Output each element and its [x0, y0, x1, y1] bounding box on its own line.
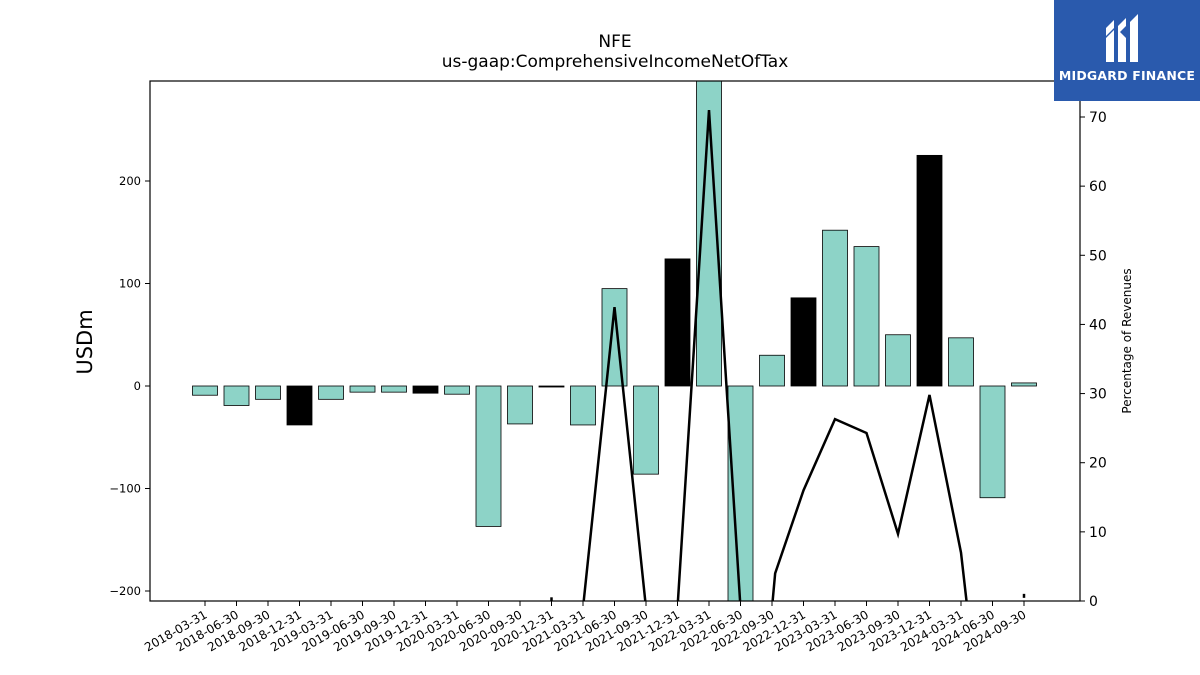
- bar-2023-06-30: [853, 246, 880, 387]
- bar-2019-09-30: [381, 385, 407, 393]
- brand-name: MIDGARD FINANCE: [1058, 68, 1196, 83]
- bar-2021-09-30: [633, 385, 659, 475]
- bar-2021-06-30: [601, 288, 628, 387]
- bar-2020-03-31: [444, 385, 470, 395]
- y2-tick-label: 60: [1089, 179, 1107, 195]
- chart-title: NFE: [598, 32, 632, 52]
- bar-2024-03-31: [948, 337, 974, 387]
- y-tick-label: 100: [119, 277, 141, 291]
- bar-2023-09-30: [885, 334, 911, 387]
- y-tick-label: −100: [109, 482, 141, 496]
- bar-2020-12-31: [538, 385, 565, 388]
- y2-tick-label: 20: [1089, 456, 1107, 472]
- bar-2023-03-31: [822, 229, 848, 387]
- bar-2020-09-30: [507, 385, 533, 425]
- bar-2021-12-31: [664, 258, 691, 387]
- y2-tick-label: 10: [1089, 525, 1107, 541]
- y-tick-label: 200: [119, 174, 141, 188]
- y2-axis-label: Percentage of Revenues: [1120, 268, 1134, 413]
- bar-2022-09-30: [759, 354, 785, 387]
- bar-2022-06-30: [727, 385, 754, 601]
- bar-2018-03-31: [192, 385, 218, 396]
- bar-2021-03-31: [570, 385, 596, 426]
- bar-2024-09-30: [1011, 382, 1037, 387]
- y2-tick-label: 50: [1089, 248, 1107, 264]
- bar-2019-12-31: [412, 385, 439, 394]
- line-segment-2: [676, 110, 742, 601]
- line-segment-3: [771, 394, 968, 601]
- y2-tick-label: 0: [1089, 594, 1098, 610]
- y-axis-label: USDm: [73, 309, 97, 374]
- bar-2018-09-30: [255, 385, 281, 400]
- bar-2023-12-31: [916, 154, 943, 387]
- bar-2020-06-30: [475, 385, 502, 527]
- bar-2018-12-31: [286, 385, 313, 426]
- midgard-logo-icon: [1106, 14, 1138, 62]
- chart-subtitle: us-gaap:ComprehensiveIncomeNetOfTax: [441, 52, 789, 72]
- y2-tick-label: 40: [1089, 317, 1107, 333]
- y2-tick-label: 30: [1089, 387, 1107, 403]
- y-tick-label: 0: [134, 379, 141, 393]
- bar-2019-03-31: [318, 385, 344, 400]
- y-tick-label: −200: [109, 584, 141, 598]
- bar-2024-06-30: [979, 385, 1006, 499]
- bar-2019-06-30: [349, 385, 376, 393]
- bar-2018-06-30: [223, 385, 250, 406]
- midgard-logo: MIDGARD FINANCE: [1054, 0, 1200, 101]
- line-segment-1: [582, 307, 647, 601]
- y2-tick-label: 70: [1089, 110, 1107, 126]
- bar-2022-12-31: [790, 297, 817, 387]
